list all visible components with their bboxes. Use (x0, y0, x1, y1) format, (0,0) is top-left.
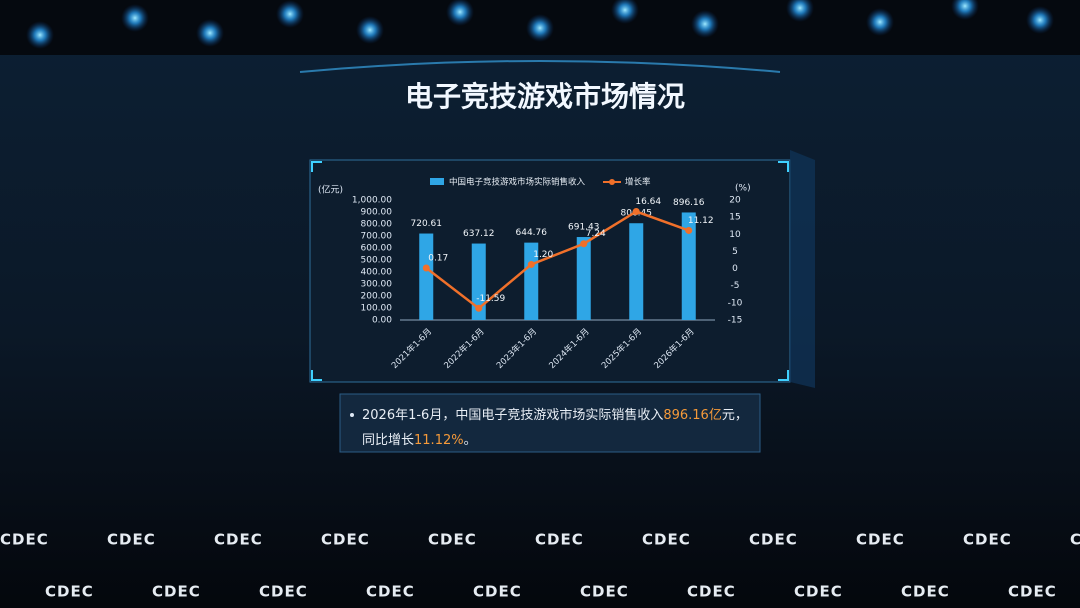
backdrop-logo: CDEC (152, 583, 201, 601)
y2-tick-label: 15 (729, 213, 740, 223)
growth-point (685, 226, 693, 234)
summary-text: 2026年1-6月，中国电子竞技游戏市场实际销售收入 (362, 407, 663, 423)
chart-panel (309, 159, 791, 383)
bar (419, 233, 434, 320)
title-glow (299, 60, 781, 73)
growth-value-label: 11.12 (688, 216, 714, 226)
backdrop-logo: CDEC (749, 531, 798, 549)
panel-corners (311, 161, 789, 381)
y2-tick-label: 10 (729, 230, 741, 240)
bar-value-label: 637.12 (463, 229, 495, 239)
y-axis-label: (亿元) (318, 184, 343, 196)
growth-point (632, 208, 640, 216)
backdrop-logo: CDEC (963, 531, 1012, 549)
y2-tick-label: -15 (728, 316, 743, 326)
summary-box (339, 393, 761, 453)
y2-axis-label: (%) (735, 184, 751, 194)
y2-tick-label: 0 (732, 264, 738, 274)
bar-value-label: 691.43 (568, 223, 600, 233)
growth-point (422, 264, 430, 272)
backdrop-logo: CDEC (535, 531, 584, 549)
backdrop-logo: CDEC (107, 531, 156, 549)
legend-label: 增长率 (625, 177, 651, 188)
bar-value-label: 896.16 (673, 198, 705, 208)
summary-line-2: 同比增长11.12%。 (362, 433, 477, 448)
bullet (350, 413, 354, 417)
backdrop-logo: CDEC (321, 531, 370, 549)
growth-value-label: 16.64 (635, 197, 661, 207)
backdrop-logo: CDEC (642, 531, 691, 549)
bar-value-label: 644.76 (516, 228, 548, 238)
backdrop-logo: CDEC (45, 583, 94, 601)
summary-text: 元， (722, 408, 748, 423)
bar (681, 212, 696, 320)
growth-point (527, 260, 535, 268)
bar-value-label: 720.61 (411, 219, 443, 229)
summary-line-1: 2026年1-6月，中国电子竞技游戏市场实际销售收入896.16亿元， (362, 407, 748, 423)
growth-value-label: -11.59 (476, 294, 505, 304)
backdrop-logo: CDEC (366, 583, 415, 601)
backdrop-logo: CDEC (214, 531, 263, 549)
backdrop-logo: CDEC (794, 583, 843, 601)
page-title: 电子竞技游戏市场情况 (405, 80, 685, 113)
backdrop-logo: CDEC (901, 583, 950, 601)
y-tick-label: 500.00 (361, 256, 393, 266)
backdrop-logo: CDEC (473, 583, 522, 601)
backdrop-logo: CDEC (259, 583, 308, 601)
growth-point (580, 240, 588, 248)
y-tick-label: 1,000.00 (352, 196, 392, 206)
backdrop-logo: CDEC (856, 531, 905, 549)
bar (471, 243, 486, 320)
backdrop-logo: CDEC (0, 531, 49, 549)
backdrop-logo: CDEC (1070, 531, 1080, 549)
y2-tick-label: -10 (728, 298, 743, 308)
backdrop-logo: CDEC (687, 583, 736, 601)
backdrop-logo: CDEC (580, 583, 629, 601)
legend-swatch (430, 178, 444, 185)
panel-edge (790, 150, 815, 388)
backdrop-logo: CDEC (1008, 583, 1057, 601)
y-tick-label: 700.00 (361, 232, 393, 242)
growth-point (475, 304, 483, 312)
growth-line (425, 210, 690, 310)
legend-label: 中国电子竞技游戏市场实际销售收入 (449, 177, 586, 188)
growth-value-label: 0.17 (428, 253, 448, 263)
y-tick-label: 300.00 (361, 280, 393, 290)
growth-value-label: 1.20 (533, 250, 553, 260)
y-tick-label: 800.00 (361, 220, 393, 230)
stage-lights (26, 0, 1054, 49)
bar (576, 237, 591, 320)
y2-tick-label: 5 (732, 247, 738, 257)
summary-text: 同比增长 (362, 433, 414, 448)
y2-tick-label: -5 (731, 281, 740, 291)
y-tick-label: 0.00 (372, 316, 392, 326)
y-tick-label: 400.00 (361, 268, 393, 278)
summary-highlight: 896.16亿 (663, 408, 722, 423)
y2-tick-label: 20 (729, 196, 741, 206)
y-tick-label: 900.00 (361, 208, 393, 218)
summary-text: 。 (464, 433, 477, 448)
summary-highlight: 11.12% (414, 433, 464, 448)
growth-value-label: 7.24 (586, 229, 606, 239)
y-tick-label: 200.00 (361, 292, 393, 302)
backdrop-logo: CDEC (428, 531, 477, 549)
y-tick-label: 100.00 (361, 304, 393, 314)
y-tick-label: 600.00 (361, 244, 393, 254)
legend-swatch (609, 179, 615, 185)
bar (629, 223, 644, 320)
